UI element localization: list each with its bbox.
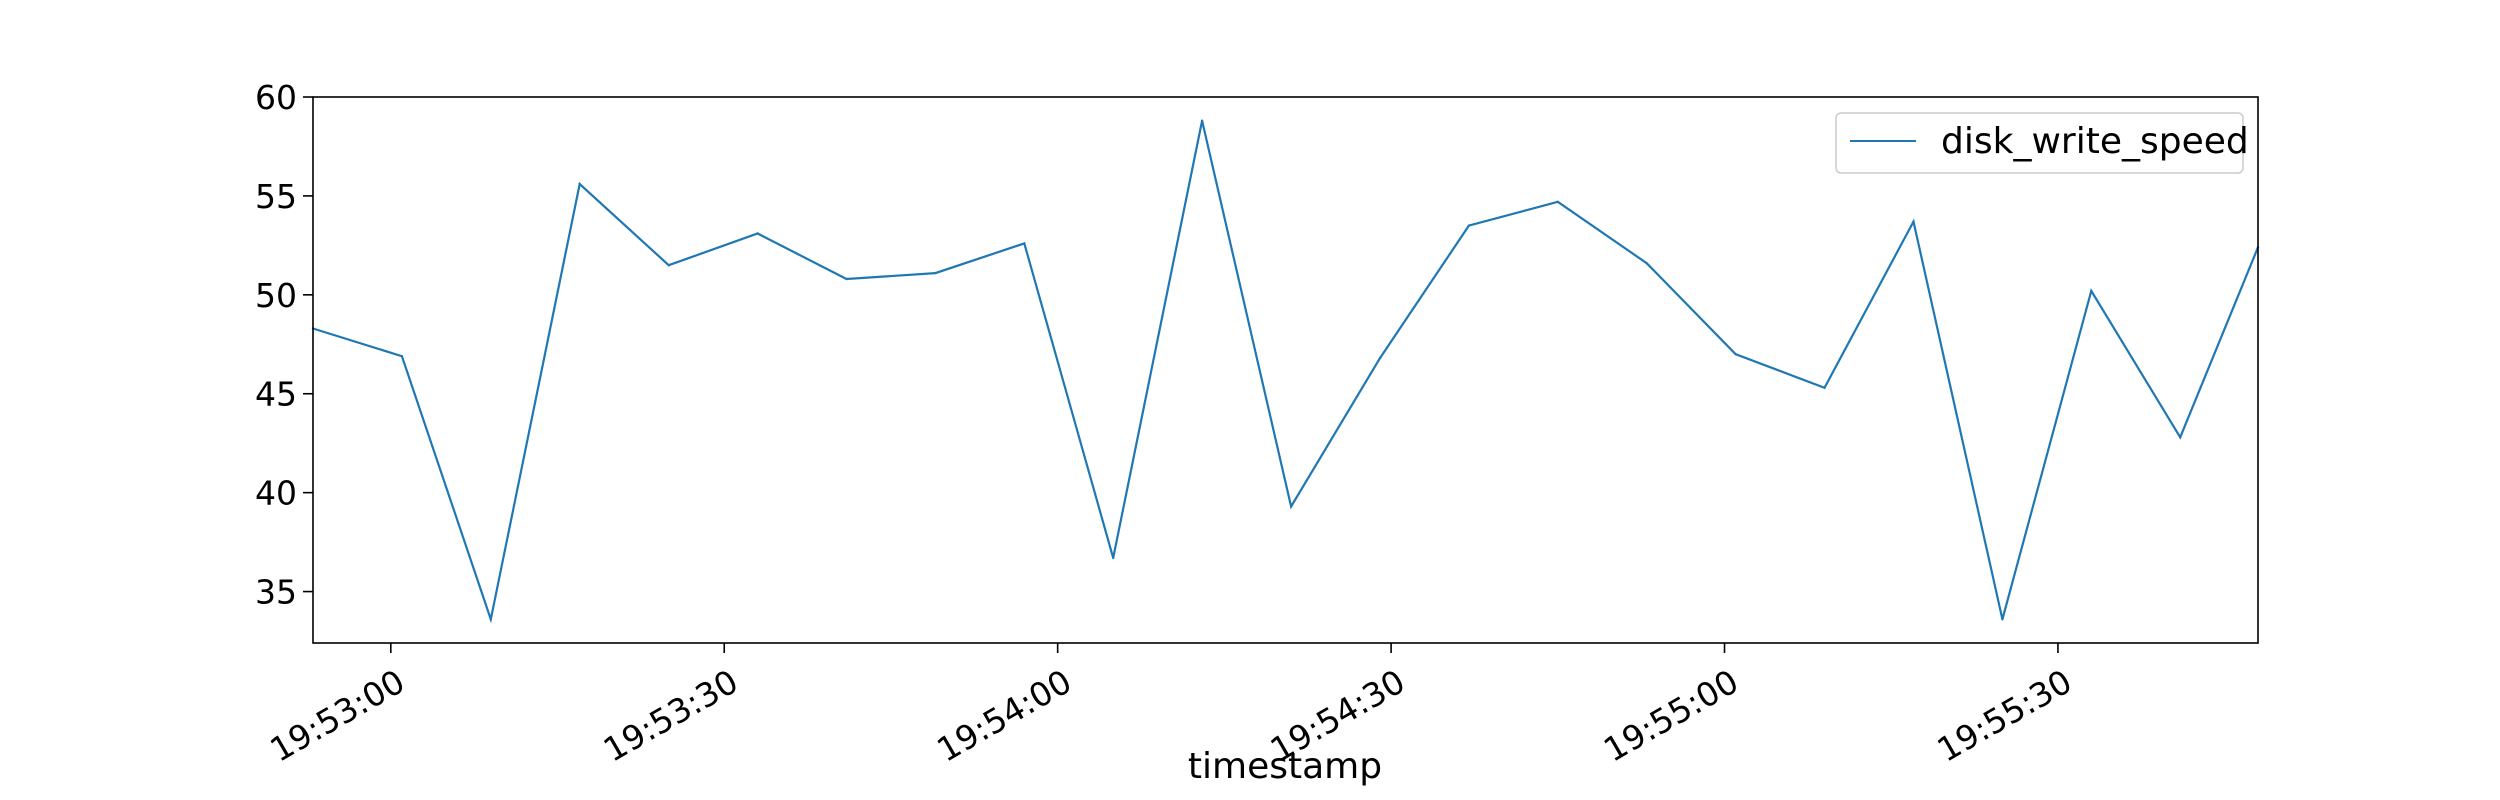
data-point [1467, 224, 1471, 227]
data-point [1112, 556, 1115, 560]
x-tick-label: 19:53:00 [263, 662, 411, 770]
plot-frame [312, 96, 2259, 644]
y-tick-label: 50 [255, 276, 297, 315]
data-point [667, 264, 670, 267]
data-point [756, 232, 759, 235]
data-point [1556, 200, 1560, 203]
y-tick-label: 45 [255, 375, 297, 414]
ticks-layer: 35 40 45 50 55 60 19:53:00 19:53:30 19:54:00 19:5… [255, 78, 2078, 770]
data-point [1378, 356, 1382, 360]
x-tick-label: 19:54:00 [930, 662, 1078, 770]
data-point [400, 355, 404, 358]
data-point [934, 271, 937, 275]
data-point [1289, 505, 1293, 508]
data-point [578, 182, 581, 186]
data-point [2179, 436, 2182, 439]
data-point [2090, 289, 2093, 293]
data-point [1823, 386, 1826, 389]
data-point [1023, 242, 1026, 245]
data-point [489, 618, 492, 621]
x-tick-label: 19:55:30 [1930, 662, 2078, 770]
legend-box [1835, 112, 2244, 174]
legend: disk_write_speed [1835, 112, 2249, 174]
data-point [1200, 119, 1204, 122]
y-tick-label: 60 [255, 78, 297, 117]
x-tick-label: 19:55:00 [1597, 662, 1745, 770]
y-tick-label: 55 [255, 177, 297, 216]
data-point [1912, 220, 1915, 223]
series-line-disk-write-speed [312, 120, 2260, 624]
legend-label-disk-write-speed: disk_write_speed [1941, 121, 2249, 162]
data-point [845, 277, 848, 281]
x-axis-title: timestamp [1188, 746, 1382, 787]
x-tick-label: 19:53:30 [597, 662, 745, 770]
data-point [1645, 262, 1648, 265]
data-point [1734, 353, 1737, 356]
data-point [2001, 618, 2004, 621]
plot-area [311, 119, 2260, 624]
y-tick-label: 35 [255, 573, 297, 612]
y-tick-label: 40 [255, 474, 297, 513]
